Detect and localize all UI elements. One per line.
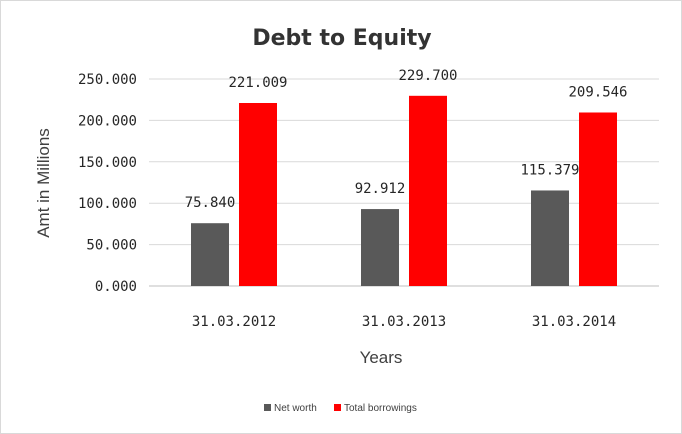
legend-label: Total borrowings	[344, 403, 417, 414]
y-tick-label: 50.000	[86, 238, 137, 254]
bar-total-borrowings	[409, 95, 447, 286]
legend-swatch	[264, 404, 271, 411]
bar-net-worth	[531, 190, 569, 286]
chart-title: Debt to Equity	[252, 26, 431, 51]
y-tick-label: 100.000	[78, 196, 137, 212]
data-label: 221.009	[228, 75, 287, 91]
x-category-label: 31.03.2014	[532, 314, 616, 330]
data-label: 92.912	[355, 181, 406, 197]
bar-net-worth	[191, 223, 229, 286]
data-label: 115.379	[520, 162, 579, 178]
x-axis-categories: 31.03.2012 31.03.2013 31.03.2014	[192, 314, 616, 330]
bar-net-worth	[361, 209, 399, 286]
y-axis-title: Amt in Millions	[34, 128, 53, 238]
bar-total-borrowings	[579, 112, 617, 286]
legend-label: Net worth	[274, 403, 317, 414]
x-category-label: 31.03.2012	[192, 314, 276, 330]
x-axis-title: Years	[360, 348, 403, 367]
y-tick-label: 150.000	[78, 155, 137, 171]
data-label: 229.700	[398, 68, 457, 84]
gridlines	[149, 78, 659, 287]
y-axis-ticks: 0.000 50.000 100.000 150.000 200.000 250.000	[78, 72, 137, 295]
y-tick-label: 200.000	[78, 113, 137, 129]
legend-swatch	[334, 404, 341, 411]
legend-total-borrowings: Total borrowings	[334, 403, 417, 414]
data-label: 75.840	[185, 195, 236, 211]
y-tick-label: 250.000	[78, 72, 137, 88]
y-tick-label: 0.000	[95, 279, 137, 295]
x-category-label: 31.03.2013	[362, 314, 446, 330]
data-label: 209.546	[568, 84, 627, 100]
bars: 75.840 221.009 92.912 229.700 115.379 209.546	[185, 68, 628, 286]
legend: Net worth Total borrowings	[264, 403, 417, 414]
legend-net-worth: Net worth	[264, 403, 317, 414]
bar-total-borrowings	[239, 103, 277, 286]
